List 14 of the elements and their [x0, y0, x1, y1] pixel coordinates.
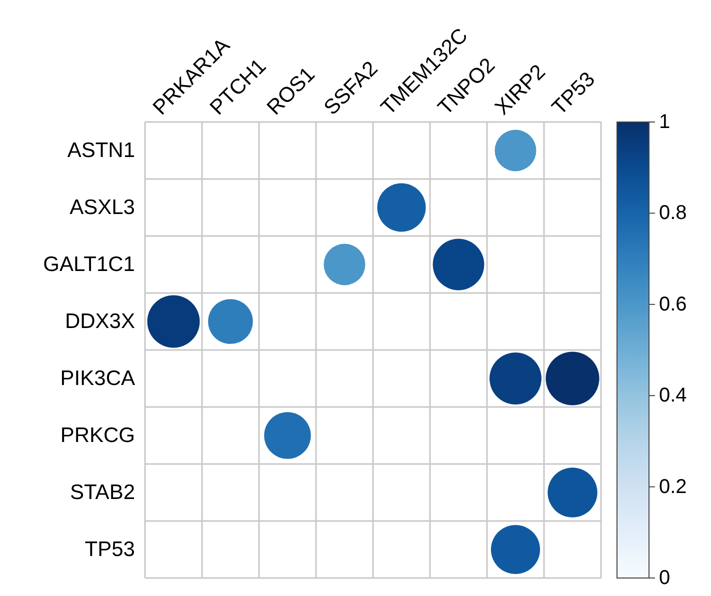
y-tick-label: STAB2 — [70, 481, 135, 504]
y-tick-label: TP53 — [84, 538, 135, 561]
y-tick-label: ASTN1 — [67, 139, 135, 162]
y-tick-label: PIK3CA — [60, 367, 135, 390]
color-bar-label: 0 — [659, 567, 670, 589]
color-bar-label: 0.2 — [659, 476, 687, 498]
y-tick-label: GALT1C1 — [43, 253, 135, 276]
y-tick-label: DDX3X — [64, 310, 135, 333]
y-tick-label: ASXL3 — [70, 196, 135, 219]
y-tick-label: PRKCG — [60, 424, 135, 447]
color-bar-label: 0.8 — [659, 202, 687, 224]
color-bar-label: 0.6 — [659, 293, 687, 316]
color-bar-label: 1 — [659, 111, 670, 133]
color-bar-label: 0.4 — [659, 384, 687, 407]
